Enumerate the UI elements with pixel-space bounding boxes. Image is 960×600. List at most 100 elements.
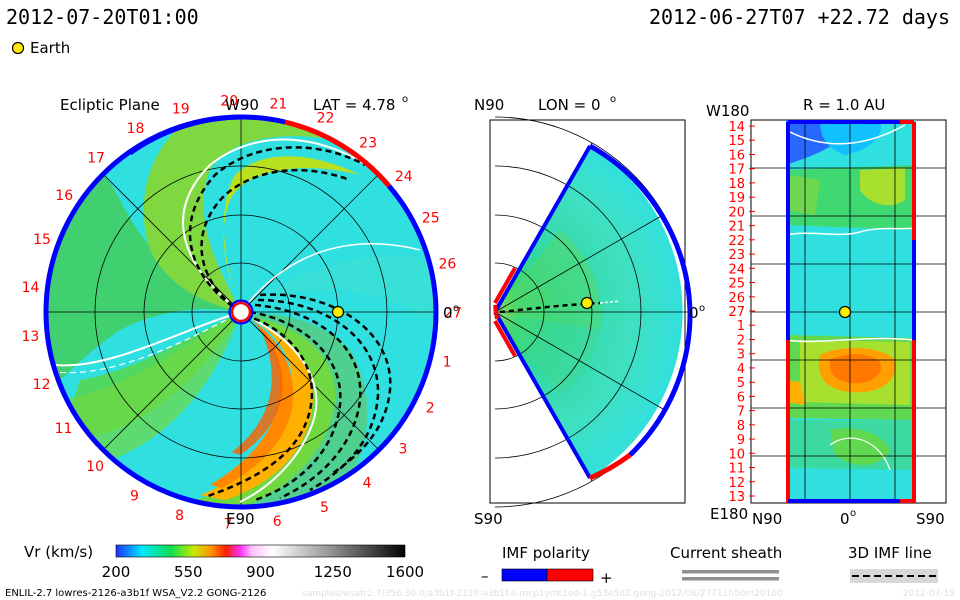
rmap-y-label: 9	[737, 433, 745, 448]
meridional-right-label: 0	[689, 304, 699, 322]
rmap-y-label: 11	[728, 462, 745, 477]
rmap-y-label: 13	[728, 490, 745, 505]
ecliptic-carrington-label: 20	[220, 93, 238, 109]
ecliptic-carrington-label: 19	[172, 102, 190, 118]
meridional-lon-label: LON = 0	[538, 96, 601, 114]
ecliptic-carrington-label: 5	[320, 500, 329, 516]
rmap-y-label: 2	[737, 334, 745, 349]
ecliptic-carrington-label: 6	[273, 514, 282, 530]
ecliptic-carrington-label: 21	[269, 96, 287, 112]
ecliptic-carrington-label: 15	[33, 232, 51, 248]
earth-marker-meridional	[580, 296, 594, 310]
svg-text:o: o	[453, 303, 459, 314]
rmap-y-label: 4	[737, 362, 745, 377]
svg-text:o: o	[850, 508, 856, 519]
rmap-y-label: 5	[737, 376, 745, 391]
rmap-y-label: 20	[728, 205, 745, 220]
colorbar-tick-label: 900	[246, 563, 275, 581]
rmap-x-label-0: 0	[840, 510, 850, 528]
reference-datetime: 2012-06-27T07 +22.72 days	[649, 5, 950, 29]
rmap-y-label: 10	[728, 447, 745, 462]
ecliptic-carrington-label: 17	[87, 150, 105, 166]
current-sheath-title: Current sheath	[670, 544, 782, 562]
meridional-top-label: N90	[474, 96, 504, 114]
ecliptic-carrington-label: 7	[224, 517, 233, 533]
ecliptic-lat-label: LAT = 4.78	[313, 96, 395, 114]
colorbar	[115, 544, 406, 558]
r-map-panel: 1415161718192021222324252627123456789101…	[728, 119, 947, 505]
ecliptic-carrington-label: 23	[359, 135, 377, 151]
ecliptic-top-label: W90	[225, 96, 259, 114]
rmap-y-label: 1	[737, 319, 745, 334]
ecliptic-carrington-label: 27	[444, 306, 462, 322]
rmap-y-label: 3	[737, 348, 745, 363]
rmap-y-label: 22	[728, 234, 745, 249]
ecliptic-carrington-label: 11	[55, 421, 73, 437]
rmap-x-label-n90: N90	[752, 510, 782, 528]
ecliptic-right-label: 0	[443, 304, 453, 322]
ecliptic-carrington-label: 18	[127, 121, 145, 137]
rmap-y-label: 25	[728, 277, 745, 292]
svg-text:o: o	[699, 303, 705, 314]
svg-text:o: o	[610, 94, 616, 105]
imf-polarity-plus: +	[600, 569, 613, 587]
rmap-top-left: W180	[706, 102, 749, 120]
sun-icon	[230, 301, 252, 323]
rmap-y-label: 15	[728, 134, 745, 149]
earth-legend-icon	[11, 41, 25, 55]
ecliptic-carrington-label: 16	[55, 188, 73, 204]
ecliptic-title: Ecliptic Plane	[60, 96, 160, 114]
imf-polarity-positive	[546, 568, 594, 582]
rmap-y-label: 21	[728, 220, 745, 235]
ecliptic-carrington-label: 24	[395, 169, 413, 185]
ecliptic-carrington-label: 8	[175, 508, 184, 524]
ecliptic-carrington-label: 2	[426, 401, 435, 417]
rmap-bottom-left: E180	[710, 505, 748, 523]
rmap-y-label: 8	[737, 419, 745, 434]
rmap-y-label: 6	[737, 390, 745, 405]
rmap-title: R = 1.0 AU	[803, 96, 885, 114]
ecliptic-carrington-label: 22	[317, 111, 335, 127]
ecliptic-carrington-label: 25	[422, 210, 440, 226]
ecliptic-carrington-label: 4	[363, 475, 372, 491]
ecliptic-carrington-label: 26	[438, 257, 456, 273]
imf-polarity-minus: –	[481, 567, 489, 585]
rmap-y-label: 23	[728, 248, 745, 263]
ecliptic-carrington-label: 10	[86, 459, 104, 475]
imf-line-title: 3D IMF line	[848, 544, 932, 562]
rmap-y-label: 7	[737, 405, 745, 420]
colorbar-tick-label: 1600	[386, 563, 424, 581]
ecliptic-carrington-label: 14	[22, 280, 40, 296]
rmap-y-label: 14	[728, 120, 745, 135]
model-info: ENLIL-2.7 lowres-2126-a3b1f WSA_V2.2 GON…	[5, 588, 266, 599]
ecliptic-carrington-label: 12	[33, 377, 51, 393]
colorbar-label: Vr (km/s)	[24, 543, 93, 561]
rmap-y-label: 17	[728, 163, 745, 178]
earth-marker-rmap	[838, 305, 852, 319]
rmap-y-label: 27	[728, 305, 745, 320]
ecliptic-carrington-label: 1	[443, 355, 452, 371]
faint-path: samples/wsatr2.7/356.30.0/a3b1f-2126-a3b…	[302, 589, 783, 599]
rmap-x-label-s90: S90	[916, 510, 945, 528]
imf-polarity-title: IMF polarity	[502, 544, 590, 562]
rmap-y-label: 19	[728, 191, 745, 206]
faint-date: 2012-07-19	[903, 589, 956, 599]
imf-polarity-negative	[501, 568, 548, 582]
model-datetime: 2012-07-20T01:00	[6, 5, 199, 29]
rmap-y-label: 12	[728, 476, 745, 491]
colorbar-tick-label: 200	[102, 563, 131, 581]
colorbar-tick-label: 1250	[314, 563, 352, 581]
rmap-y-label: 18	[728, 177, 745, 192]
colorbar-tick-label: 550	[174, 563, 203, 581]
rmap-y-label: 16	[728, 149, 745, 164]
meridional-panel	[489, 116, 693, 508]
ecliptic-carrington-label: 3	[399, 442, 408, 458]
rmap-y-label: 24	[728, 262, 745, 277]
ecliptic-bottom-label: E90	[226, 510, 255, 528]
earth-marker-ecliptic	[331, 305, 345, 319]
ecliptic-carrington-label: 13	[21, 329, 39, 345]
rmap-y-label: 26	[728, 291, 745, 306]
imf-line-swatch	[850, 569, 938, 583]
ecliptic-carrington-label: 9	[130, 488, 139, 504]
current-sheath-swatch	[682, 570, 779, 574]
